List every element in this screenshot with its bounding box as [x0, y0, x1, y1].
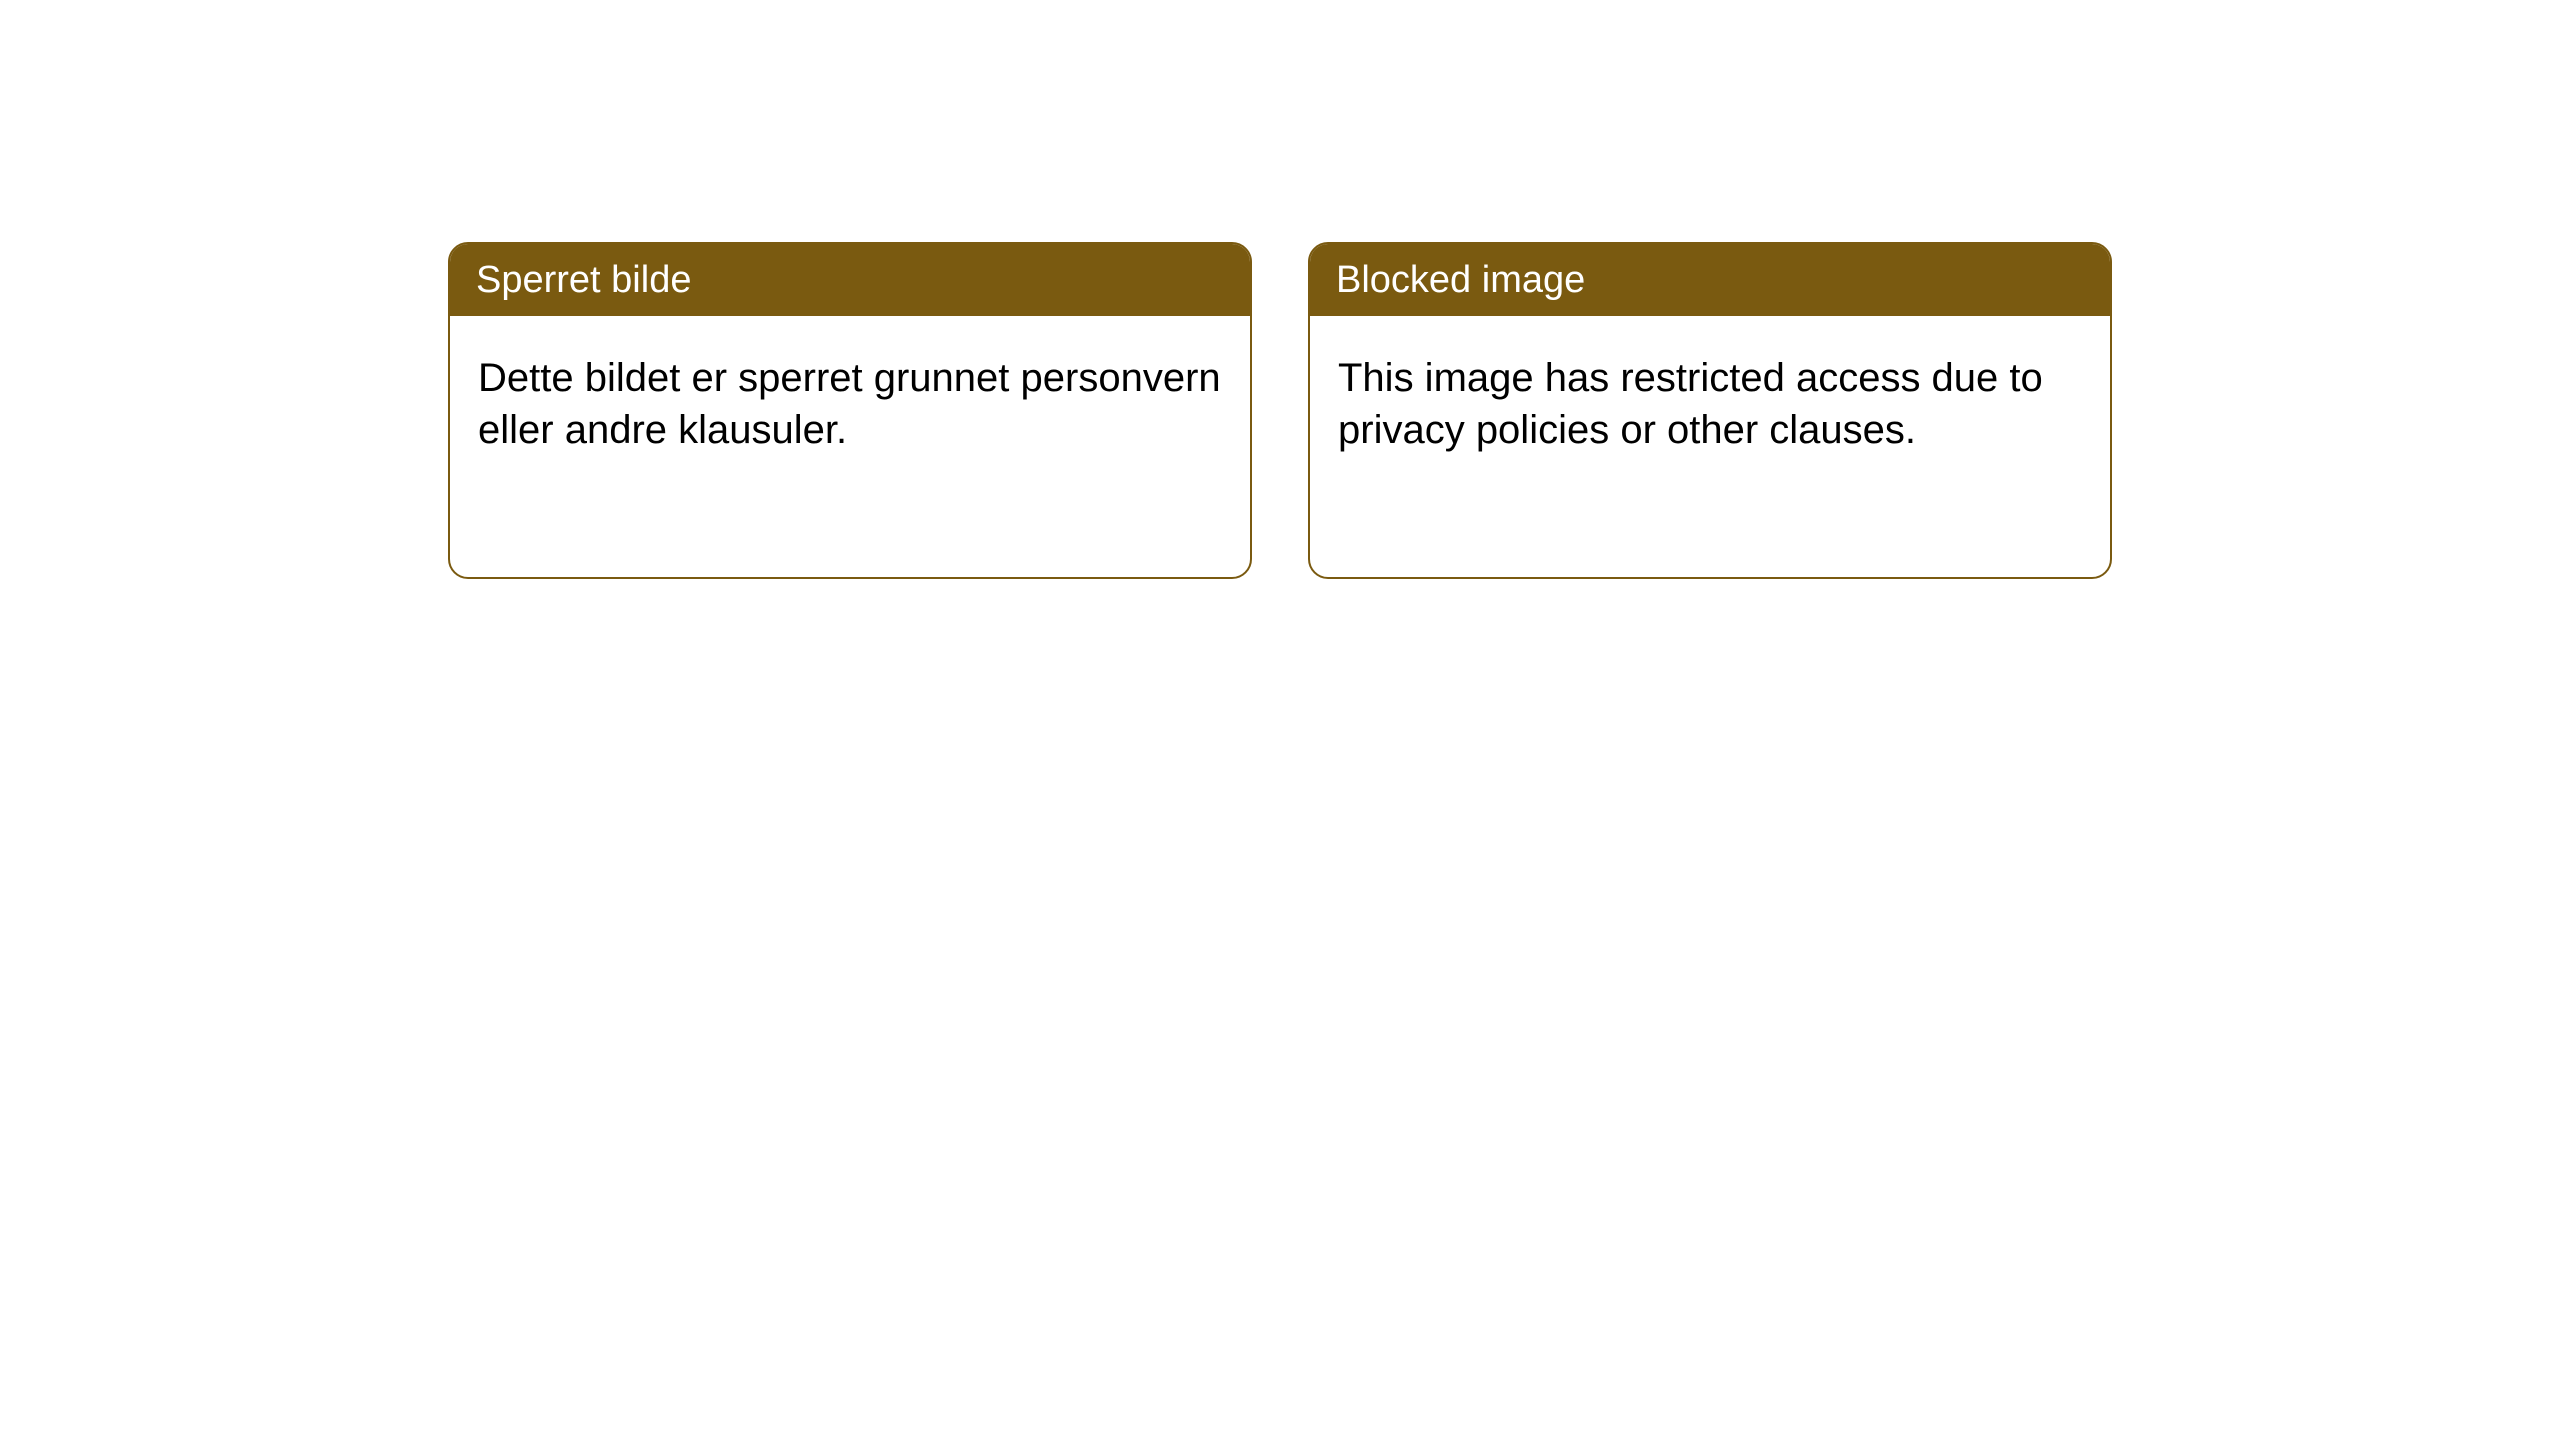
card-header-norwegian: Sperret bilde: [450, 244, 1250, 316]
blocked-image-card-english: Blocked image This image has restricted …: [1308, 242, 2112, 579]
card-header-english: Blocked image: [1310, 244, 2110, 316]
notice-container: Sperret bilde Dette bildet er sperret gr…: [0, 0, 2560, 579]
blocked-image-card-norwegian: Sperret bilde Dette bildet er sperret gr…: [448, 242, 1252, 579]
card-body-english: This image has restricted access due to …: [1310, 316, 2110, 484]
card-body-norwegian: Dette bildet er sperret grunnet personve…: [450, 316, 1250, 484]
